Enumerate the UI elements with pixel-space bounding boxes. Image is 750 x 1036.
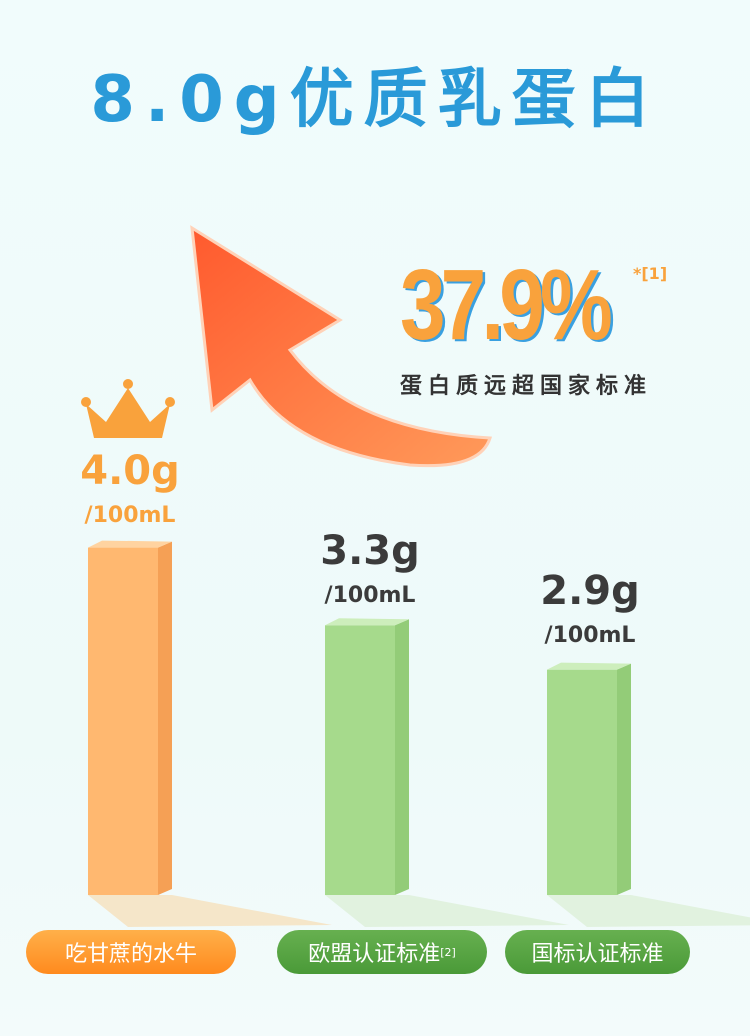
category-label: 欧盟认证标准 [2] <box>277 930 487 974</box>
category-footnote: [2] <box>440 945 456 959</box>
bar <box>88 547 158 895</box>
category-label: 国标认证标准 <box>505 930 690 974</box>
up-arrow-icon <box>190 225 493 468</box>
value-label: 4.0g <box>80 448 180 494</box>
crown-icon <box>81 379 175 438</box>
unit-label: /100mL <box>324 583 416 608</box>
category-text: 国标认证标准 <box>531 942 664 967</box>
bar-top <box>88 540 172 548</box>
bar-side <box>395 619 409 895</box>
unit-label: /100mL <box>544 623 636 648</box>
percent-value: 37.9% <box>400 249 613 361</box>
bar-side <box>617 663 631 895</box>
category-label: 吃甘蔗的水牛 <box>26 930 236 974</box>
value-label: 2.9g <box>540 568 640 614</box>
bar-shadow <box>88 895 332 927</box>
category-text: 欧盟认证标准 <box>308 942 441 967</box>
footnote-ref: *[1] <box>633 264 668 283</box>
bar <box>325 625 395 895</box>
value-label: 3.3g <box>320 528 420 574</box>
bar <box>547 669 617 895</box>
unit-label: /100mL <box>84 503 176 528</box>
bar-shadow <box>325 895 569 927</box>
bar-side <box>158 541 172 895</box>
bar-shadow <box>547 895 750 927</box>
page-title: 8.0g优质乳蛋白 <box>90 63 660 137</box>
category-text: 吃甘蔗的水牛 <box>64 942 197 967</box>
bar-top <box>325 618 409 626</box>
bar-top <box>547 662 631 670</box>
percent-caption: 蛋白质远超国家标准 <box>400 374 653 399</box>
